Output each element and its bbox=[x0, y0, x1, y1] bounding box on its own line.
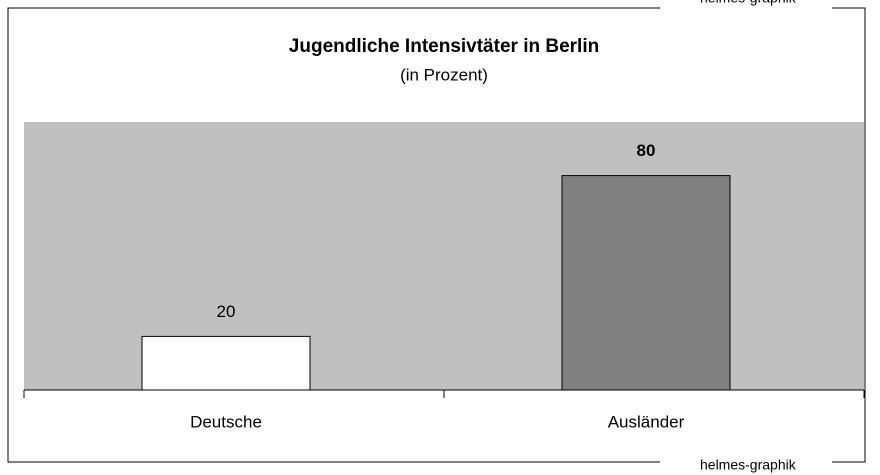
x-tick-label: Deutsche bbox=[190, 412, 262, 431]
x-tick-label: Ausländer bbox=[608, 412, 685, 431]
credit: helmes-graphik bbox=[700, 0, 797, 6]
credit: helmes-graphik bbox=[700, 457, 797, 473]
value-label: 20 bbox=[217, 302, 236, 321]
frame bbox=[7, 7, 866, 463]
value-label: 80 bbox=[637, 141, 656, 160]
bar bbox=[561, 175, 731, 391]
chart-title: Jugendliche Intensivtäter in Berlin bbox=[289, 36, 599, 57]
chart-subtitle: (in Prozent) bbox=[400, 65, 488, 84]
bar bbox=[141, 335, 311, 391]
